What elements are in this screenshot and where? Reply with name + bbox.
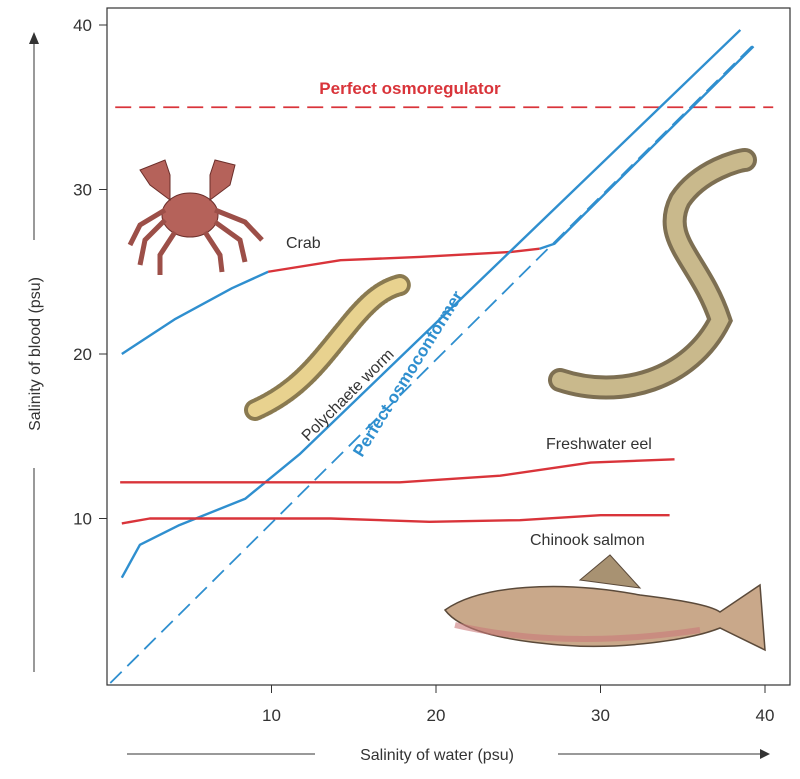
y-tick-label: 20 [73, 345, 92, 364]
x-tick-label: 20 [427, 706, 446, 725]
x-tick-label: 40 [756, 706, 775, 725]
y-tick-label: 30 [73, 181, 92, 200]
label-salmon: Chinook salmon [530, 532, 645, 549]
y-tick-label: 40 [73, 16, 92, 35]
y-tick-label: 10 [73, 510, 92, 529]
x-axis-label: Salinity of water (psu) [360, 747, 514, 764]
eel-illustration [548, 148, 757, 400]
x-tick-label: 30 [591, 706, 610, 725]
plot-frame [106, 7, 791, 686]
series-line-crab [539, 45, 755, 250]
x-tick-label: 10 [262, 706, 281, 725]
y-arrow-head [29, 32, 39, 44]
series-line-freshwater-eel [120, 458, 675, 484]
crab-illustration [127, 159, 264, 275]
series-line-crab [121, 270, 269, 356]
label-osmoregulator: Perfect osmoregulator [319, 79, 501, 98]
label-crab: Crab [286, 235, 321, 252]
x-arrow-head [760, 749, 770, 759]
series-line-crab [268, 247, 540, 273]
series-line-chinook-salmon [121, 514, 670, 525]
label-eel: Freshwater eel [546, 436, 652, 453]
worm-illustration [244, 274, 411, 421]
series-line-polychaete-worm [120, 29, 742, 579]
y-axis-label: Salinity of blood (psu) [27, 277, 44, 431]
salmon-illustration [443, 554, 766, 652]
